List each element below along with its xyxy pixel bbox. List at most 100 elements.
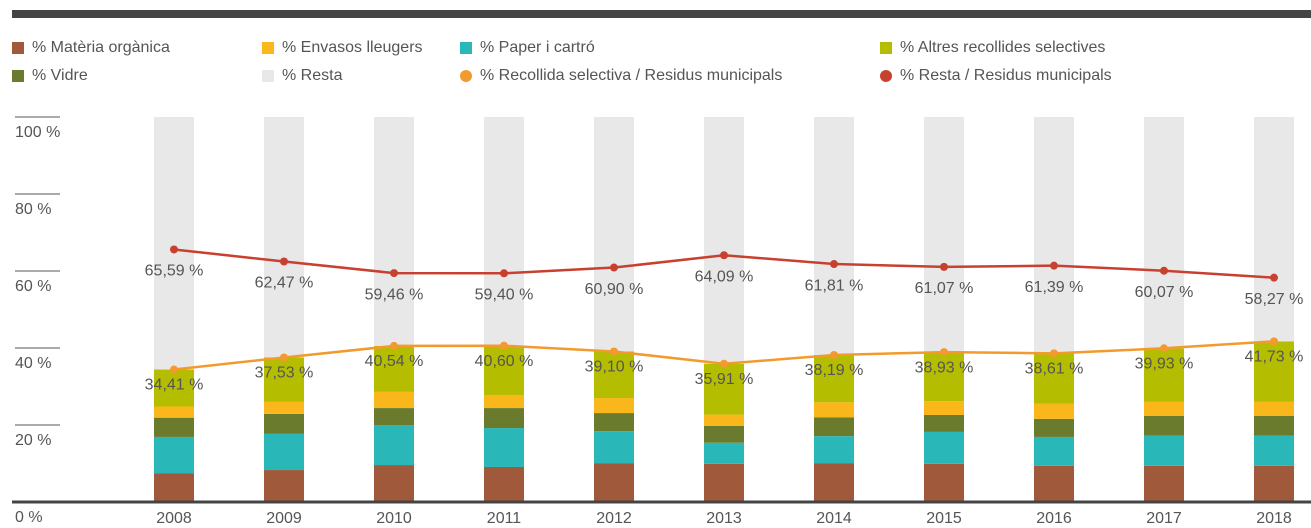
bar-segment [1144, 465, 1184, 502]
value-label: 64,09 % [695, 268, 754, 285]
bar-segment [814, 117, 854, 355]
point [390, 269, 398, 278]
bar-segment [814, 436, 854, 464]
x-tick-label: 2015 [926, 510, 962, 527]
point [720, 251, 728, 260]
bar-segment [154, 117, 194, 370]
bar-segment [1144, 435, 1184, 466]
x-tick-label: 2018 [1256, 510, 1292, 527]
value-label: 61,81 % [805, 277, 864, 294]
bar-segment [154, 417, 194, 437]
point [720, 359, 728, 368]
y-tick-label: 80 % [15, 201, 51, 218]
legend-marker [880, 70, 892, 82]
legend-marker [12, 70, 24, 82]
bar-segment [704, 425, 744, 443]
point [500, 341, 508, 350]
x-tick-label: 2012 [596, 510, 632, 527]
bar-segment [1254, 341, 1294, 402]
bar-segment [264, 413, 304, 434]
point [1160, 344, 1168, 353]
bar-segment [704, 117, 744, 364]
bar-segment [1034, 436, 1074, 466]
value-label: 58,27 % [1245, 291, 1304, 308]
bar-segment [1254, 117, 1294, 342]
bar-segment [594, 413, 634, 432]
bar-segment [1254, 401, 1294, 416]
x-tick-label: 2009 [266, 510, 302, 527]
value-label: 34,41 % [145, 377, 204, 394]
point [170, 245, 178, 254]
point [280, 353, 288, 362]
point [610, 263, 618, 272]
bar-segment [594, 398, 634, 414]
value-label: 38,61 % [1025, 361, 1084, 378]
legend-marker [460, 42, 472, 54]
x-tick-label: 2011 [487, 510, 522, 527]
point [1270, 337, 1278, 346]
bar-segment [484, 408, 524, 429]
bar-segment [484, 394, 524, 409]
value-label: 60,90 % [585, 281, 644, 298]
legend-marker [262, 42, 274, 54]
bar-segment [154, 436, 194, 474]
bar-segment [374, 408, 414, 425]
value-label: 59,40 % [475, 287, 534, 304]
x-tick-label: 2017 [1146, 510, 1182, 527]
bar-segment [704, 463, 744, 502]
point [500, 269, 508, 278]
bar-segment [1034, 353, 1074, 404]
value-label: 60,07 % [1135, 284, 1194, 301]
bar-segment [814, 417, 854, 437]
legend-label: % Matèria orgànica [32, 39, 170, 56]
legend-marker [460, 70, 472, 82]
legend-label: % Vidre [32, 67, 88, 84]
point [940, 348, 948, 357]
bar-segment [154, 473, 194, 502]
point [1160, 266, 1168, 275]
bar-segment [1034, 403, 1074, 419]
bar-segment [374, 465, 414, 502]
value-label: 65,59 % [145, 263, 204, 280]
value-label: 62,47 % [255, 275, 314, 292]
y-tick-label: 60 % [15, 278, 51, 295]
bar-segment [924, 414, 964, 432]
bar-segment [264, 470, 304, 502]
bar-segment [704, 442, 744, 464]
bar-segment [1144, 348, 1184, 402]
bar-segment [594, 431, 634, 464]
bar-segment [1254, 435, 1294, 466]
value-label: 35,91 % [695, 371, 754, 388]
bar-segment [374, 117, 414, 346]
point [280, 257, 288, 266]
bar-segment [1144, 117, 1184, 349]
legend-marker [262, 70, 274, 82]
legend-label: % Resta / Residus municipals [900, 67, 1112, 84]
bar-segment [264, 357, 304, 402]
y-tick-label: 0 % [15, 509, 43, 526]
point [830, 350, 838, 359]
x-tick-label: 2014 [816, 510, 852, 527]
bar-segment [704, 414, 744, 426]
point [830, 260, 838, 269]
y-tick-label: 40 % [15, 355, 51, 372]
value-label: 38,93 % [915, 359, 974, 376]
value-label: 40,54 % [365, 353, 424, 370]
bar-segment [594, 117, 634, 352]
value-label: 38,19 % [805, 362, 864, 379]
bar-segment [704, 363, 744, 415]
value-label: 40,60 % [475, 353, 534, 370]
bar-segment [484, 466, 524, 502]
bar-segment [924, 352, 964, 402]
bar-segment [264, 401, 304, 414]
legend-label: % Envasos lleugers [282, 39, 423, 56]
bar-segment [1254, 415, 1294, 436]
bar-segment [484, 428, 524, 467]
bar-segment [814, 402, 854, 418]
value-label: 61,07 % [915, 280, 974, 297]
point [1270, 273, 1278, 282]
top-bar [12, 10, 1311, 18]
bar-segment [374, 391, 414, 409]
legend-marker [12, 42, 24, 54]
bar-segment [264, 117, 304, 358]
